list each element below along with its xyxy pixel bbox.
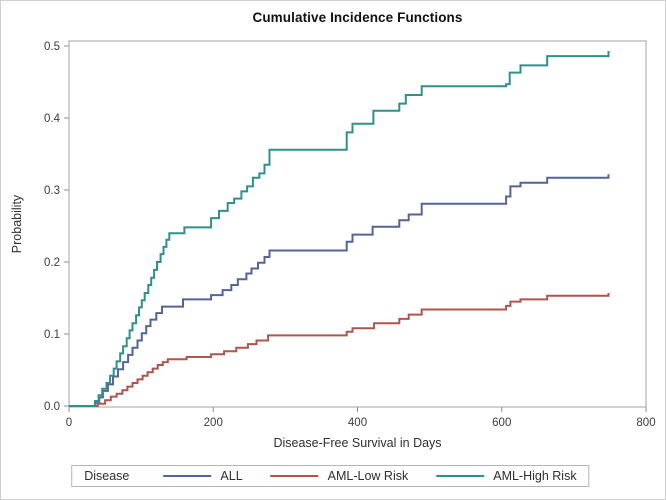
legend-title: Disease bbox=[84, 469, 130, 483]
y-tick-label: 0.5 bbox=[44, 41, 60, 53]
legend-item-aml-high-risk: AML-High Risk bbox=[436, 469, 577, 483]
chart-title: Cumulative Incidence Functions bbox=[252, 10, 463, 25]
series-line-aml-high-risk bbox=[69, 51, 610, 407]
x-tick-label: 600 bbox=[492, 417, 511, 429]
legend-label-aml-high-risk: AML-High Risk bbox=[493, 469, 577, 483]
y-tick-label: 0.1 bbox=[44, 329, 60, 341]
x-tick-label: 200 bbox=[204, 417, 223, 429]
y-tick-label: 0.0 bbox=[44, 401, 60, 413]
legend-swatch-aml-low-risk bbox=[270, 475, 319, 477]
legend-item-aml-low-risk: AML-Low Risk bbox=[270, 469, 409, 483]
legend-label-aml-low-risk: AML-Low Risk bbox=[327, 469, 409, 483]
legend: Disease ALL AML-Low Risk AML-High Risk bbox=[71, 465, 590, 487]
plot-frame bbox=[68, 40, 647, 408]
x-axis-title: Disease-Free Survival in Days bbox=[273, 436, 442, 450]
x-tick-label: 0 bbox=[66, 417, 72, 429]
legend-swatch-aml-high-risk bbox=[436, 475, 485, 477]
y-tick-label: 0.2 bbox=[44, 257, 60, 269]
x-tick-label: 800 bbox=[636, 417, 655, 429]
series-line-aml-low-risk bbox=[69, 293, 610, 407]
legend-label-all: ALL bbox=[220, 469, 243, 483]
y-axis-title: Probability bbox=[10, 194, 24, 254]
legend-item-all: ALL bbox=[163, 469, 243, 483]
legend-swatch-all bbox=[163, 475, 212, 477]
x-tick-label: 400 bbox=[348, 417, 367, 429]
y-tick-label: 0.4 bbox=[44, 113, 61, 125]
y-tick-label: 0.3 bbox=[44, 185, 60, 197]
series-line-all bbox=[69, 174, 610, 407]
